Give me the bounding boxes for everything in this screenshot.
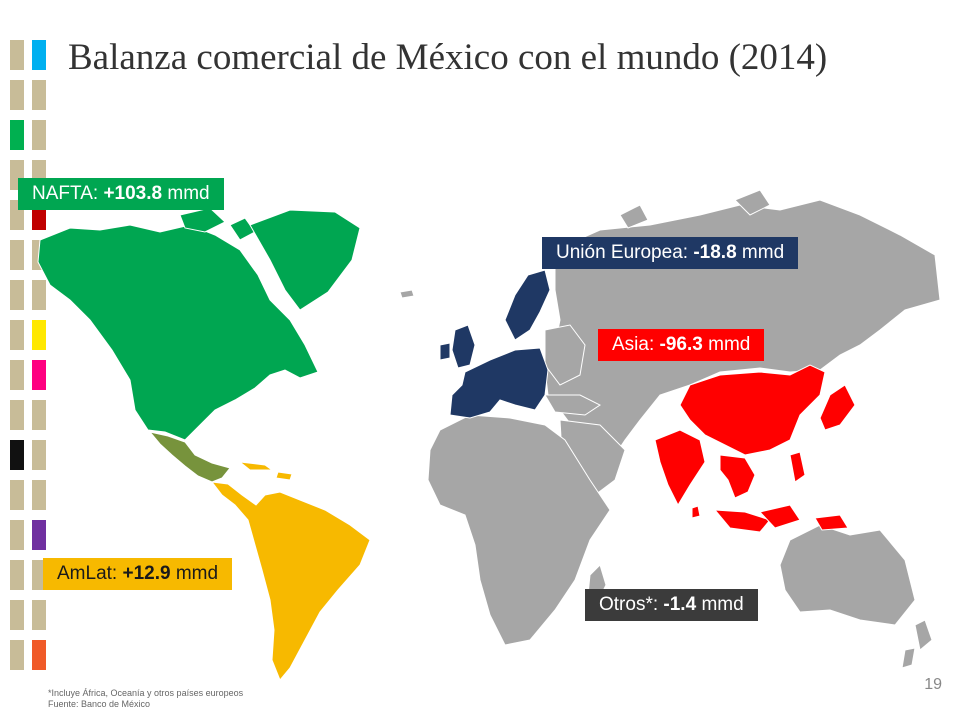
label-otros: Otros*: -1.4 mmd <box>585 589 758 621</box>
label-nafta: NAFTA: +103.8 mmd <box>18 178 224 210</box>
label-asia: Asia: -96.3 mmd <box>598 329 765 361</box>
map-region-asia <box>654 364 856 533</box>
footnote: *Incluye África, Oceanía y otros países … <box>48 688 243 710</box>
map-region-ue <box>439 269 551 419</box>
page-number: 19 <box>924 676 942 693</box>
map-country-mexico <box>148 431 231 483</box>
label-amlat: AmLat: +12.9 mmd <box>43 558 233 590</box>
page-title: Balanza comercial de México con el mundo… <box>68 37 828 78</box>
map-region-nafta <box>37 207 361 441</box>
label-ue: Unión Europea: -18.8 mmd <box>542 237 799 269</box>
footnote-source: Fuente: Banco de México <box>48 699 151 709</box>
footnote-note: *Incluye África, Oceanía y otros países … <box>48 688 244 698</box>
map-region-amlat <box>210 461 371 681</box>
